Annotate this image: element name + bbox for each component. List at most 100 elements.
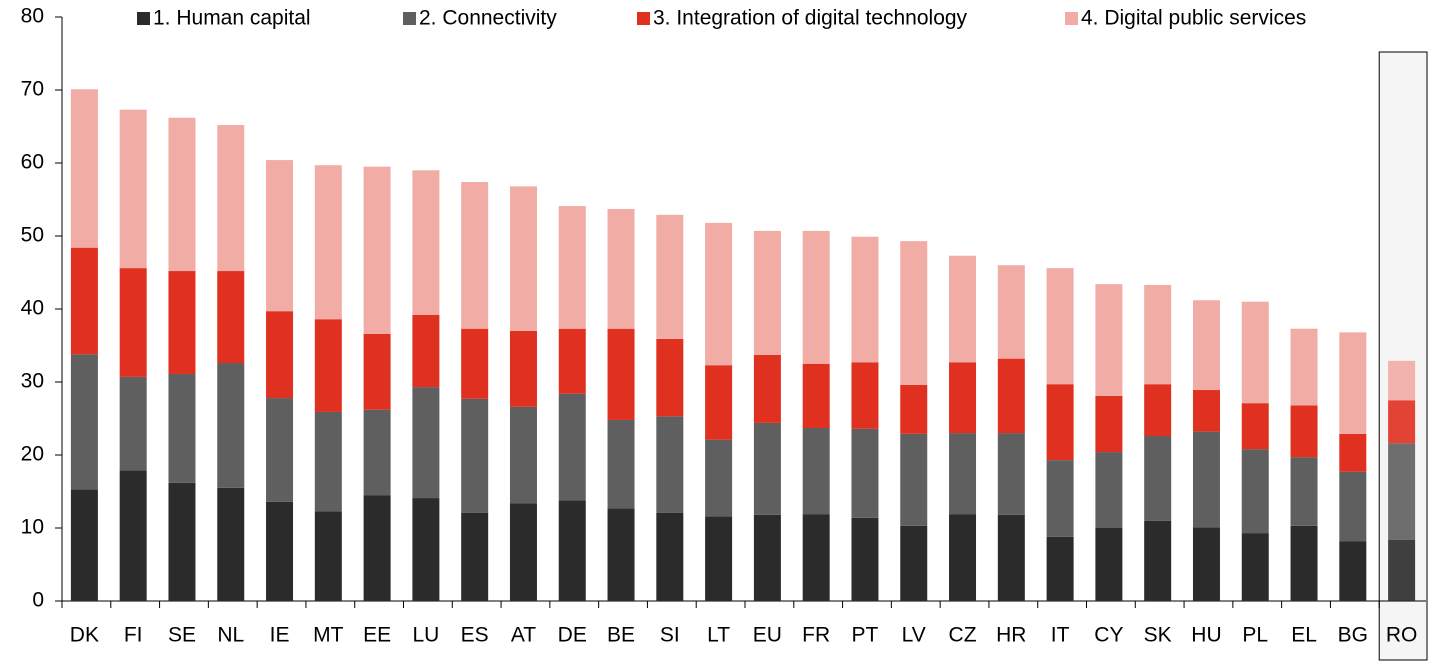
bar-segment <box>705 222 733 366</box>
bar-segment <box>851 236 879 363</box>
bar-segment <box>997 433 1025 515</box>
bar-segment <box>461 398 489 513</box>
bar-segment <box>314 511 342 601</box>
bar-segment <box>509 406 537 504</box>
y-tick-label: 80 <box>21 5 44 28</box>
legend-label: 4. Digital public services <box>1081 7 1306 30</box>
bar-segment <box>412 498 440 601</box>
x-tick-label: AT <box>511 624 536 647</box>
x-tick-label: HU <box>1191 624 1221 647</box>
bar-segment <box>802 230 830 364</box>
bar-segment <box>266 398 294 502</box>
bar-segment <box>656 214 684 339</box>
x-tick-label: HR <box>996 624 1026 647</box>
bar-segment <box>949 255 977 363</box>
x-tick-label: DE <box>558 624 587 647</box>
x-tick-label: PL <box>1242 624 1268 647</box>
bar-segment <box>314 165 342 320</box>
bar-segment <box>70 489 98 601</box>
x-tick-label: IT <box>1051 624 1070 647</box>
bar-segment <box>753 354 781 423</box>
bar-segment <box>900 384 928 434</box>
bar-segment <box>1241 301 1269 404</box>
x-tick-label: ES <box>461 624 489 647</box>
bar-segment <box>851 428 879 518</box>
bar-segment <box>217 363 245 488</box>
x-tick-label: DK <box>70 624 99 647</box>
bar-segment <box>363 409 391 496</box>
bar-segment <box>851 362 879 429</box>
bar-segment <box>119 470 147 601</box>
x-tick-label: SE <box>168 624 196 647</box>
bar-segment <box>412 387 440 499</box>
bar-segment <box>753 230 781 355</box>
bar-segment <box>851 517 879 601</box>
bar-segment <box>1339 332 1367 434</box>
bar-segment <box>1095 528 1123 601</box>
x-tick-label: CZ <box>949 624 977 647</box>
legend-label: 1. Human capital <box>153 7 311 30</box>
bar-segment <box>997 265 1025 359</box>
bar-segment <box>1290 525 1318 601</box>
bar-segment <box>461 512 489 601</box>
x-tick-label: IE <box>270 624 290 647</box>
y-tick-label: 40 <box>21 297 44 320</box>
bar-segment <box>217 125 245 272</box>
y-tick-label: 0 <box>32 589 44 612</box>
bar-segment <box>1192 527 1220 601</box>
x-tick-label: NL <box>217 624 244 647</box>
bar-segment <box>168 373 196 483</box>
bar-segment <box>1095 452 1123 528</box>
x-tick-label: LV <box>902 624 926 647</box>
bar-segment <box>656 338 684 417</box>
bar-segment <box>1339 541 1367 601</box>
bar-segment <box>607 328 635 420</box>
x-tick-label: BE <box>607 624 635 647</box>
x-tick-label: FR <box>802 624 830 647</box>
bar-segment <box>802 514 830 601</box>
bar-segment <box>119 268 147 377</box>
bar-segment <box>1192 300 1220 391</box>
y-tick-label: 10 <box>21 516 44 539</box>
bar-segment <box>900 241 928 385</box>
bar-segment <box>558 500 586 601</box>
bar-segment <box>363 333 391 410</box>
bar-segment <box>1290 457 1318 526</box>
y-tick-label: 60 <box>21 151 44 174</box>
bar-segment <box>412 314 440 388</box>
bar-segment <box>949 362 977 434</box>
bar-segment <box>1388 360 1416 401</box>
legend-swatch <box>637 12 650 25</box>
bar-segment <box>314 411 342 512</box>
bar-segment <box>753 422 781 515</box>
bar-segment <box>705 439 733 517</box>
bar-segment <box>1290 328 1318 406</box>
bar-segment <box>997 514 1025 601</box>
x-tick-label: PT <box>852 624 879 647</box>
bar-segment <box>1095 395 1123 453</box>
bar-segment <box>266 160 294 312</box>
x-tick-label: EE <box>363 624 391 647</box>
bar-segment <box>1241 403 1269 450</box>
bar-segment <box>1339 471 1367 542</box>
x-tick-label: LT <box>707 624 730 647</box>
bar-segment <box>1144 520 1172 601</box>
bar-segment <box>802 363 830 428</box>
bar-segment <box>1192 431 1220 528</box>
bar-segment <box>607 508 635 601</box>
bar-segment <box>1144 284 1172 385</box>
bar-segment <box>461 328 489 399</box>
x-tick-label: RO <box>1386 624 1418 647</box>
bar-segment <box>900 433 928 526</box>
bar-segment <box>1144 436 1172 521</box>
x-tick-label: CY <box>1094 624 1123 647</box>
legend-swatch <box>1065 12 1078 25</box>
bar-segment <box>119 109 147 269</box>
bar-segment <box>656 416 684 513</box>
x-tick-label: MT <box>313 624 343 647</box>
bar-segment <box>1388 400 1416 444</box>
legend-label: 3. Integration of digital technology <box>653 7 968 30</box>
bar-segment <box>1388 539 1416 601</box>
bar-segment <box>1339 433 1367 472</box>
